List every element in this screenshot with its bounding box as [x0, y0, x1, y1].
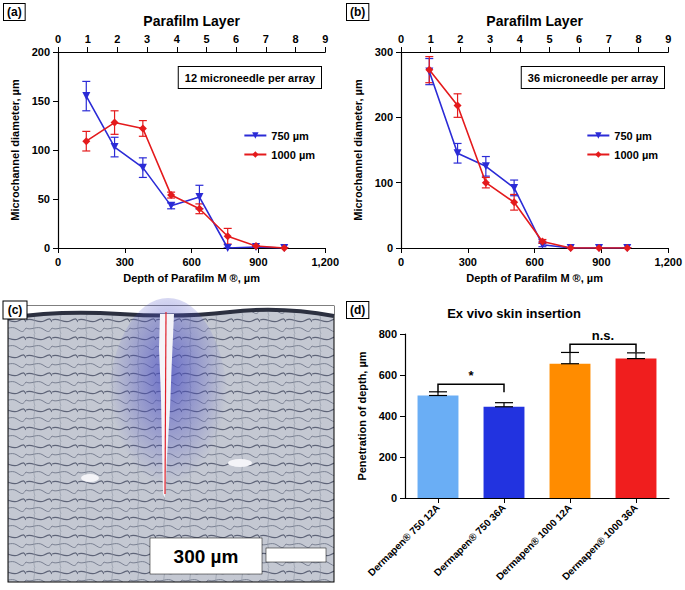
svg-text:1,200: 1,200 — [311, 256, 339, 268]
svg-text:Dermapen® 750 36A: Dermapen® 750 36A — [432, 502, 508, 578]
svg-text:Penetration of depth, µm: Penetration of depth, µm — [356, 351, 368, 480]
svg-text:2: 2 — [114, 33, 120, 45]
svg-text:600: 600 — [182, 256, 200, 268]
svg-text:Depth of Parafilm M ®, µm: Depth of Parafilm M ®, µm — [123, 272, 260, 284]
svg-text:0: 0 — [44, 242, 50, 254]
svg-text:1000 µm: 1000 µm — [614, 149, 658, 161]
svg-text:Dermapen® 1000 12A: Dermapen® 1000 12A — [494, 502, 574, 582]
svg-text:0: 0 — [398, 33, 404, 45]
svg-text:*: * — [468, 368, 474, 383]
svg-text:6: 6 — [576, 33, 582, 45]
svg-text:Dermapen® 750 12A: Dermapen® 750 12A — [366, 502, 442, 578]
svg-text:800: 800 — [379, 328, 397, 340]
svg-text:1: 1 — [85, 33, 91, 45]
svg-text:100: 100 — [375, 177, 393, 189]
svg-text:200: 200 — [375, 111, 393, 123]
svg-text:0: 0 — [391, 492, 397, 504]
svg-text:750 µm: 750 µm — [271, 130, 309, 142]
svg-text:1,200: 1,200 — [654, 256, 682, 268]
svg-text:8: 8 — [635, 33, 641, 45]
svg-text:150: 150 — [32, 95, 50, 107]
svg-text:3: 3 — [487, 33, 493, 45]
svg-text:0: 0 — [55, 33, 61, 45]
svg-text:7: 7 — [606, 33, 612, 45]
svg-text:5: 5 — [203, 33, 209, 45]
svg-text:Depth of Parafilm M ®, µm: Depth of Parafilm M ®, µm — [466, 272, 603, 284]
svg-text:0: 0 — [387, 242, 393, 254]
svg-text:Dermapen® 1000 36A: Dermapen® 1000 36A — [560, 502, 640, 582]
svg-text:8: 8 — [292, 33, 298, 45]
svg-text:7: 7 — [263, 33, 269, 45]
svg-text:n.s.: n.s. — [592, 328, 614, 343]
svg-text:Parafilm Layer: Parafilm Layer — [486, 13, 583, 29]
svg-text:300 µm: 300 µm — [174, 546, 239, 567]
svg-text:50: 50 — [38, 193, 50, 205]
svg-text:2: 2 — [457, 33, 463, 45]
svg-text:600: 600 — [525, 256, 543, 268]
svg-text:3: 3 — [144, 33, 150, 45]
svg-text:900: 900 — [249, 256, 267, 268]
svg-text:400: 400 — [379, 410, 397, 422]
svg-text:Microchannel diameter, µm: Microchannel diameter, µm — [9, 79, 21, 221]
svg-text:200: 200 — [32, 46, 50, 58]
svg-text:1000 µm: 1000 µm — [271, 149, 315, 161]
svg-text:5: 5 — [546, 33, 552, 45]
svg-text:(a): (a) — [7, 5, 22, 19]
svg-text:9: 9 — [665, 33, 671, 45]
svg-text:(c): (c) — [8, 303, 23, 317]
svg-text:12 microneedle per array: 12 microneedle per array — [185, 72, 316, 84]
svg-text:6: 6 — [233, 33, 239, 45]
svg-text:750 µm: 750 µm — [614, 130, 652, 142]
svg-text:Ex vivo skin insertion: Ex vivo skin insertion — [447, 306, 581, 321]
svg-text:300: 300 — [375, 46, 393, 58]
svg-text:200: 200 — [379, 451, 397, 463]
svg-text:Parafilm Layer: Parafilm Layer — [143, 13, 240, 29]
svg-text:(b): (b) — [350, 5, 365, 19]
svg-text:100: 100 — [32, 144, 50, 156]
svg-text:0: 0 — [398, 256, 404, 268]
svg-text:300: 300 — [459, 256, 477, 268]
svg-text:(d): (d) — [350, 303, 365, 317]
svg-text:300: 300 — [116, 256, 134, 268]
svg-text:4: 4 — [174, 33, 181, 45]
svg-text:600: 600 — [379, 369, 397, 381]
svg-text:36 microneedle per array: 36 microneedle per array — [528, 72, 659, 84]
svg-text:1: 1 — [428, 33, 434, 45]
svg-text:Microchannel diameter, µm: Microchannel diameter, µm — [352, 79, 364, 221]
svg-text:900: 900 — [592, 256, 610, 268]
svg-text:0: 0 — [55, 256, 61, 268]
svg-text:9: 9 — [322, 33, 328, 45]
svg-text:4: 4 — [517, 33, 524, 45]
